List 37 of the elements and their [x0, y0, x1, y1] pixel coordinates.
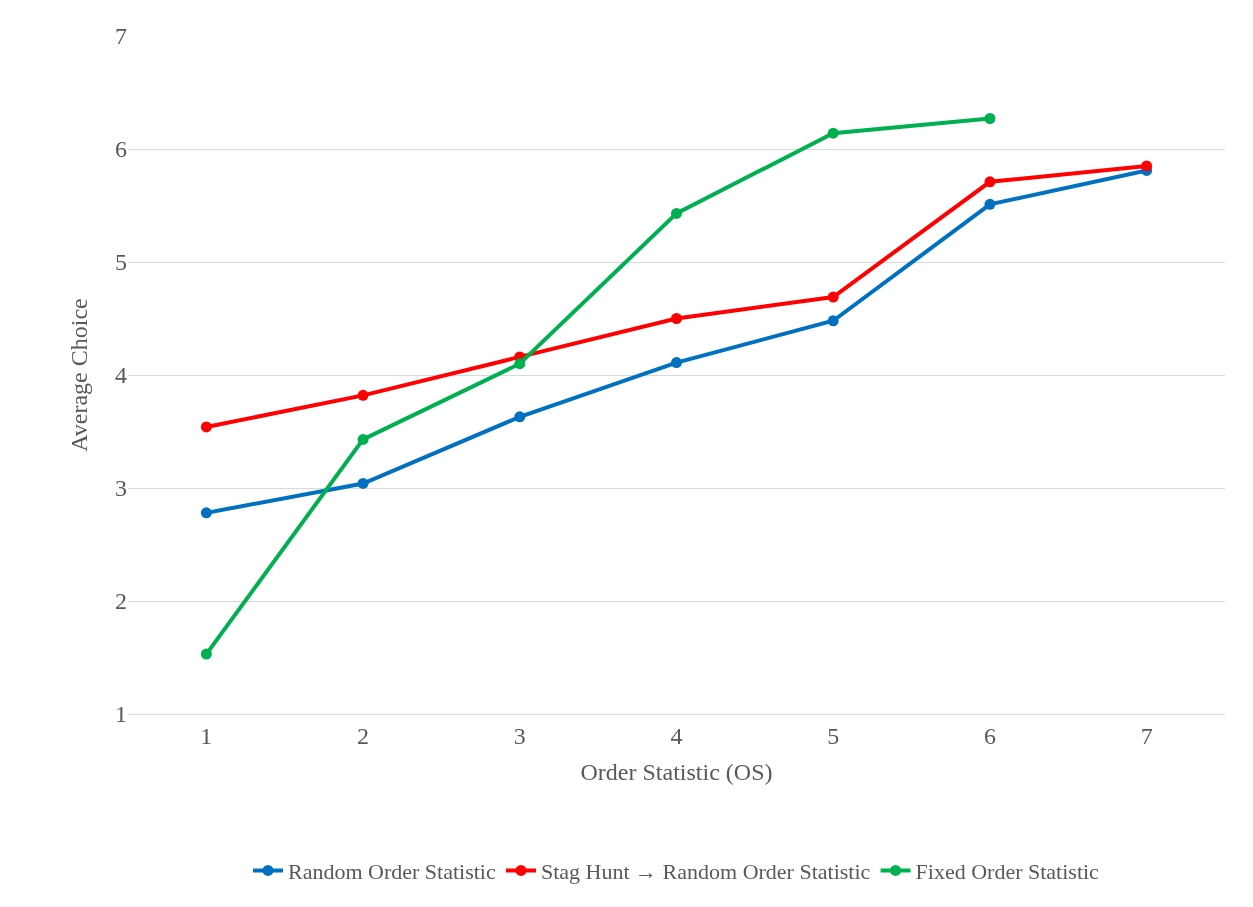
point — [984, 198, 996, 210]
x-tick-label: 4 — [670, 722, 683, 749]
x-tick-label: 6 — [983, 722, 996, 749]
point — [827, 291, 839, 303]
point — [1141, 160, 1153, 172]
x-axis-title: Order Statistic (OS) — [580, 759, 773, 786]
point — [200, 507, 212, 519]
point — [514, 358, 526, 370]
point — [357, 389, 369, 401]
point — [357, 433, 369, 445]
point — [984, 176, 996, 188]
legend-label: Random Order Statistic — [288, 858, 496, 884]
x-tick-label: 7 — [1140, 722, 1153, 749]
x-tick-label: 1 — [200, 722, 213, 749]
legend-label: Fixed Order Statistic — [915, 858, 1100, 884]
y-tick-label: 2 — [115, 588, 127, 615]
y-tick-label: 5 — [115, 249, 127, 276]
x-tick-label: 3 — [513, 722, 526, 749]
point — [827, 127, 839, 139]
point — [200, 648, 212, 660]
point — [671, 313, 682, 324]
legend-label: Stag Hunt → Random Order Statistic — [540, 858, 871, 884]
point — [357, 477, 369, 489]
y-tick-label: 3 — [115, 475, 127, 502]
point — [671, 357, 682, 369]
x-tick-label: 2 — [357, 722, 370, 749]
y-tick-label: 1 — [115, 701, 127, 728]
y-tick-label: 4 — [115, 362, 127, 389]
point — [514, 411, 526, 423]
point — [200, 421, 212, 433]
y-tick-label: 6 — [115, 136, 127, 163]
y-tick-label: 7 — [115, 23, 127, 50]
point — [827, 315, 839, 327]
y-axis-title: Average Choice — [66, 298, 93, 452]
x-tick-label: 5 — [827, 722, 840, 749]
point — [671, 207, 682, 219]
point — [984, 112, 996, 124]
